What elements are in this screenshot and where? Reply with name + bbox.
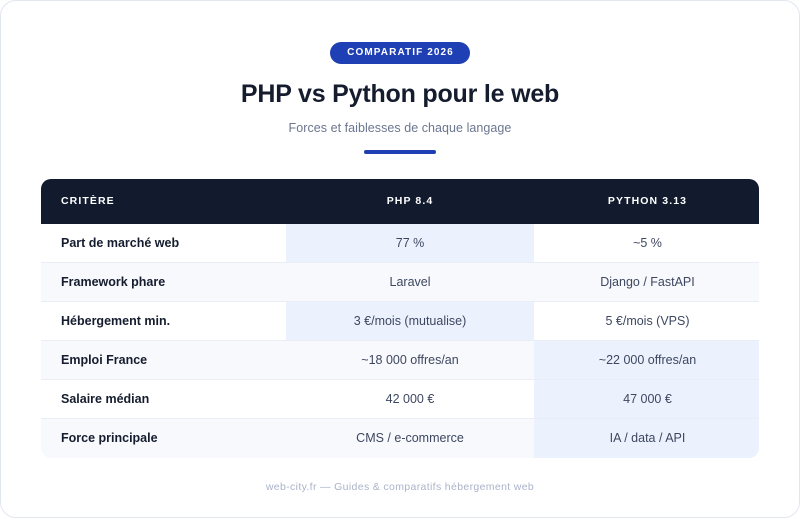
cell-criteria: Force principale (41, 418, 286, 458)
table-row: Emploi France ~18 000 offres/an ~22 000 of… (41, 340, 759, 380)
card-header: COMPARATIF 2026 PHP vs Python pour le we… (1, 1, 799, 154)
cell-criteria: Part de marché web (41, 223, 286, 263)
table-row: Part de marché web 77 % ~5 % (41, 223, 759, 263)
comparison-year-badge: COMPARATIF 2026 (330, 42, 470, 64)
column-header-php: PHP 8.4 (286, 178, 534, 224)
page-title: PHP vs Python pour le web (240, 80, 560, 108)
cell-php-value: 42 000 € (286, 379, 534, 419)
table-row: Hébergement min. 3 €/mois (mutualise) 5 €/… (41, 301, 759, 341)
cell-python-value: ~22 000 offres/an (534, 340, 759, 380)
cell-python-value: ~5 % (534, 223, 759, 263)
table-row: Framework phare Laravel Django / FastAPI (41, 262, 759, 302)
cell-python-value: Django / FastAPI (534, 262, 759, 302)
table-header-row: CRITÈRE PHP 8.4 PYTHON 3.13 (41, 178, 759, 224)
comparison-table-wrapper: CRITÈRE PHP 8.4 PYTHON 3.13 Part de marc… (41, 178, 759, 458)
table-body: Part de marché web 77 % ~5 % Framework phar… (41, 223, 759, 458)
footer-attribution: web-city.fr — Guides & comparatifs héber… (265, 480, 535, 493)
accent-divider (364, 149, 436, 154)
cell-criteria: Framework phare (41, 262, 286, 302)
cell-python-value: IA / data / API (534, 418, 759, 458)
cell-php-value: 77 % (286, 223, 534, 263)
cell-python-value: 47 000 € (534, 379, 759, 419)
cell-criteria: Emploi France (41, 340, 286, 380)
cell-criteria: Salaire médian (41, 379, 286, 419)
table-row: Salaire médian 42 000 €47 000 € (41, 379, 759, 419)
cell-criteria: Hébergement min. (41, 301, 286, 341)
cell-php-value: Laravel (286, 262, 534, 302)
cell-php-value: 3 €/mois (mutualise) (286, 301, 534, 341)
cell-php-value: CMS / e-commerce (286, 418, 534, 458)
cell-python-value: 5 €/mois (VPS) (534, 301, 759, 341)
table-head: CRITÈRE PHP 8.4 PYTHON 3.13 (41, 178, 759, 224)
column-header-python: PYTHON 3.13 (534, 178, 759, 224)
comparison-table: CRITÈRE PHP 8.4 PYTHON 3.13 Part de marc… (41, 178, 759, 458)
cell-php-value: ~18 000 offres/an (286, 340, 534, 380)
table-row: Force principale CMS / e-commerce IA / dat… (41, 418, 759, 458)
column-header-criteria: CRITÈRE (41, 178, 286, 224)
page-subtitle: Forces et faiblesses de chaque langage (288, 120, 512, 135)
